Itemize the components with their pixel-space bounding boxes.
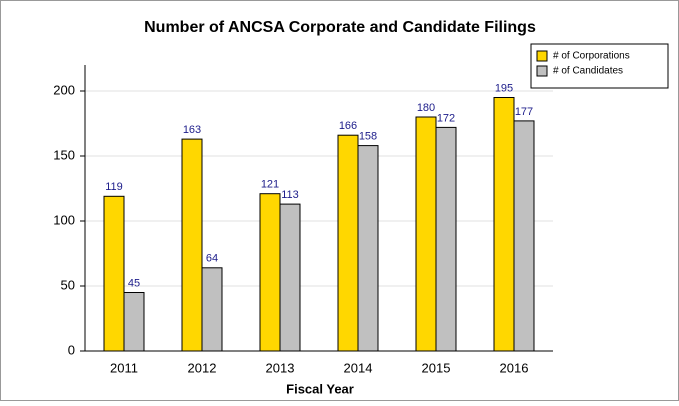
bar [279,203,301,352]
y-tick-label: 50 [61,277,75,292]
bar [415,116,437,352]
value-label: 119 [105,181,123,193]
bar [337,134,359,352]
value-label: 180 [417,102,435,114]
bar [357,145,379,352]
value-label: 177 [515,106,533,118]
legend-swatch [536,65,548,77]
bar [123,292,145,352]
legend-swatch [536,50,548,62]
bar [103,195,125,352]
x-tick-label: 2011 [110,360,138,375]
value-label: 163 [183,124,201,136]
legend-box [530,43,669,89]
value-label: 45 [128,277,140,289]
bar [181,138,203,352]
value-label: 172 [437,112,455,124]
chart-title: Number of ANCSA Corporate and Candidate … [144,19,536,36]
value-label: 121 [261,179,279,191]
x-tick-label: 2013 [266,360,295,375]
bar [513,120,535,352]
y-tick-label: 0 [68,342,75,357]
y-tick-label: 200 [53,82,75,97]
legend-label: # of Corporations [553,51,630,62]
x-tick-label: 2014 [344,360,373,375]
value-label: 166 [339,120,357,132]
x-tick-label: 2016 [500,360,529,375]
value-label: 64 [206,253,218,265]
bar [259,193,281,352]
bar [435,126,457,352]
value-label: 195 [495,82,513,94]
value-label: 113 [281,189,299,201]
legend-label: # of Candidates [553,66,623,77]
bar [201,267,223,352]
value-label: 158 [359,131,377,143]
x-tick-label: 2012 [188,360,217,375]
bar [493,97,515,352]
y-tick-label: 150 [53,147,75,162]
y-tick-label: 100 [53,212,75,227]
x-axis-label: Fiscal Year [286,381,354,396]
x-tick-label: 2015 [422,360,451,375]
